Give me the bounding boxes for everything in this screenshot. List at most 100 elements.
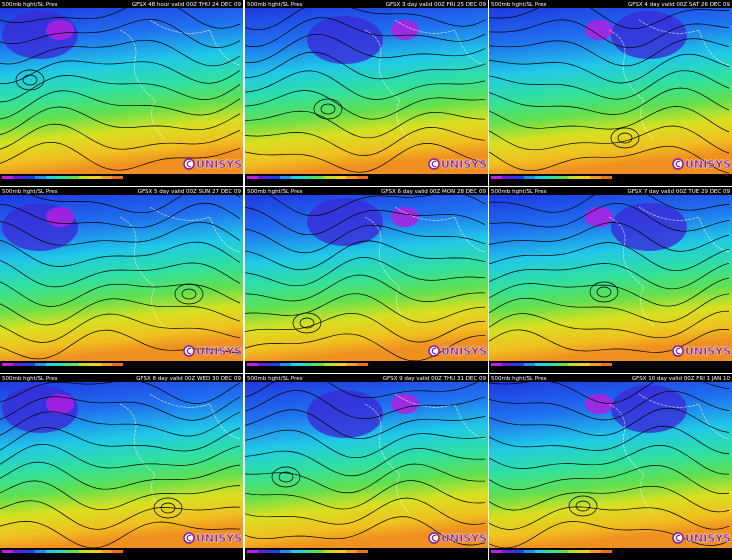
forecast-panel: 500mb hght/SL Pres GFSX 7 day valid 00Z T… [489, 187, 732, 373]
pressure-low [299, 317, 314, 329]
logo: UNISYS [441, 158, 487, 171]
pressure-low [160, 502, 176, 514]
coastline [608, 206, 730, 328]
color-bar-swatch [257, 176, 269, 179]
cold-core [46, 394, 74, 414]
color-bar-swatch [101, 176, 112, 179]
header-right: GFSX 7 day valid 00Z TUE 29 DEC 09 [627, 189, 730, 195]
contour [244, 70, 485, 100]
color-bar-swatch [590, 363, 601, 366]
contour [489, 310, 730, 339]
color-bar-swatch [323, 176, 335, 179]
contour [0, 60, 241, 84]
contour [0, 281, 241, 307]
color-bar-swatch [524, 550, 535, 553]
color-bar-swatch [301, 176, 313, 179]
color-bar-swatch [90, 176, 101, 179]
color-bar-bg [489, 361, 732, 373]
color-bar-swatch [13, 363, 24, 366]
contour [0, 39, 241, 67]
color-bar-swatch [323, 550, 335, 553]
color-bar-swatch [279, 363, 291, 366]
header-right: GFSX 5 day valid 00Z SUN 27 DEC 09 [138, 189, 242, 195]
header-left: 500mb hght/SL Pres [2, 189, 58, 195]
color-bar-bg [489, 548, 732, 560]
logo-mark [675, 534, 681, 542]
color-bar-swatch [579, 363, 590, 366]
cold-core [390, 394, 419, 414]
color-bar-swatch [579, 176, 590, 179]
color-bar-swatch [590, 550, 601, 553]
color-bar-swatch [356, 550, 368, 553]
logo-mark [431, 534, 436, 542]
header-bar [244, 187, 488, 195]
contour [0, 298, 241, 326]
header-left: 500mb hght/SL Pres [491, 189, 547, 195]
contour [0, 221, 241, 246]
color-bar-swatch [535, 550, 546, 553]
color-bar-swatch [46, 176, 57, 179]
header-bar [489, 0, 732, 8]
color-bar-swatch [557, 363, 568, 366]
header-left: 500mb hght/SL Pres [2, 2, 58, 8]
color-bar-swatch [90, 550, 101, 553]
cold-core [585, 207, 613, 227]
forecast-panel: 500mb hght/SL Pres GFSX 3 day valid 00Z F… [244, 0, 488, 186]
contour [244, 293, 485, 323]
color-bar-swatch [502, 363, 513, 366]
contour [489, 106, 730, 133]
pressure-low [610, 127, 640, 149]
pressure-low [271, 466, 300, 488]
color-bar-swatch [334, 363, 346, 366]
logo-mark [672, 345, 684, 357]
logo: UNISYS [196, 158, 242, 171]
pressure-low [292, 312, 321, 334]
forecast-panel: 500mb hght/SL Pres GFSX 6 day valid 00Z M… [244, 187, 488, 373]
color-bar-swatch [79, 176, 90, 179]
logo-mark [431, 347, 436, 355]
contour [489, 53, 730, 84]
color-bar-swatch [601, 550, 612, 553]
color-bar-swatch [68, 176, 79, 179]
color-bar-swatch [301, 550, 313, 553]
forecast-panel: 500mb hght/SL Pres GFSX 8 day valid 00Z W… [0, 374, 243, 560]
contour [489, 262, 730, 290]
logo: UNISYS [441, 532, 487, 545]
color-bar-swatch [112, 550, 123, 553]
color-bar-swatch [90, 363, 101, 366]
header-bar [0, 374, 243, 382]
color-bar-bg [244, 174, 488, 186]
header-bar [489, 187, 732, 195]
color-bar-swatch [279, 550, 291, 553]
header-bar [0, 0, 243, 8]
header-right: GFSX 10 day valid 00Z FRI 1 JAN 10 [632, 376, 731, 382]
cold-core [585, 394, 613, 414]
header-right: GFSX 3 day valid 00Z FRI 25 DEC 09 [385, 2, 486, 8]
cold-core [611, 11, 687, 59]
color-bar-swatch [334, 176, 346, 179]
contour [0, 106, 241, 136]
color-bar-swatch [24, 550, 35, 553]
color-bar-swatch [334, 550, 346, 553]
logo-mark [672, 158, 684, 170]
contour [0, 329, 241, 360]
contour [0, 260, 241, 288]
header-bar [489, 374, 732, 382]
pressure-low [575, 500, 591, 512]
contour [489, 293, 730, 323]
logo-mark [675, 160, 681, 168]
contour [489, 125, 730, 154]
forecast-panel: 500mb hght/SL Pres GFSX 48 hour valid 00Z… [0, 0, 243, 186]
contour [244, 257, 485, 287]
color-bar-swatch [491, 550, 502, 553]
pressure-low [181, 288, 197, 300]
pressure-low [589, 281, 619, 303]
color-bar-swatch [68, 363, 79, 366]
color-bar-swatch [568, 550, 579, 553]
color-bar-swatch [57, 363, 68, 366]
contour [244, 429, 485, 459]
color-bar-swatch [268, 176, 280, 179]
color-bar-swatch [246, 176, 258, 179]
logo-mark [675, 347, 681, 355]
contour [244, 409, 485, 440]
